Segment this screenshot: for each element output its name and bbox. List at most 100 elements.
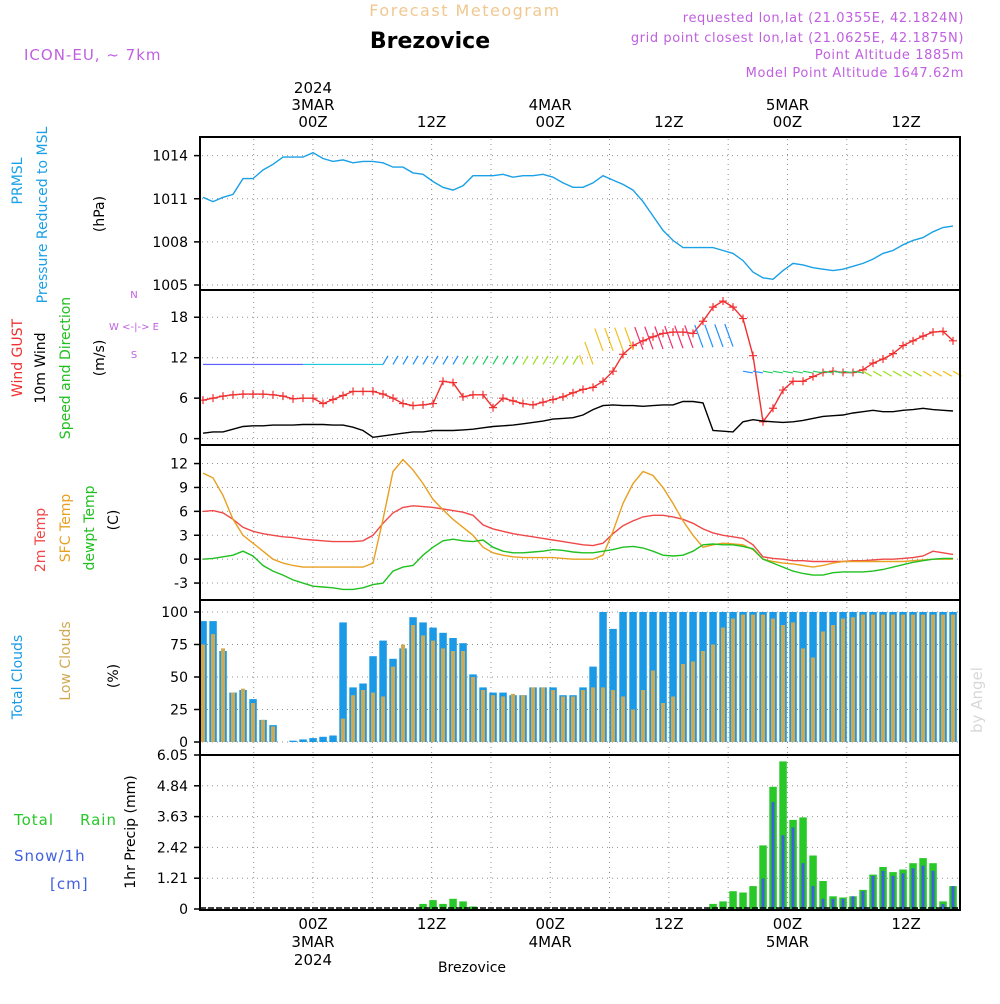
gust-point: [539, 398, 547, 407]
clouds-bar: [711, 644, 715, 742]
wind-direction-arrow: [694, 324, 704, 348]
gust-point: [349, 387, 357, 396]
gust-point: [599, 377, 607, 386]
wind-direction-arrow: [782, 370, 793, 374]
clouds-bar: [931, 614, 935, 742]
model-label: ICON-EU, ~ 7km: [24, 46, 162, 64]
sfctemp-label: SFC Temp: [58, 494, 74, 563]
gust-point: [789, 377, 797, 386]
compass-south: S: [131, 350, 137, 361]
gust-point: [779, 386, 787, 395]
clouds-bar: [631, 709, 635, 742]
clouds-bar: [341, 718, 345, 742]
precipitation-bar: [951, 886, 955, 909]
wind-direction-arrow: [802, 370, 813, 374]
wind-ytick-label: 0: [179, 432, 188, 448]
top-time-label: 5MAR: [766, 96, 809, 114]
clouds-bar: [761, 614, 765, 742]
wind-direction-arrow: [492, 355, 499, 365]
temperature-ytick-label: -3: [174, 576, 188, 592]
gust-point: [279, 392, 287, 401]
precipitation-bar: [419, 903, 427, 909]
gust-point: [239, 390, 247, 399]
temperature-ytick-label: 9: [179, 480, 188, 496]
snow-unit-label: [cm]: [50, 875, 89, 893]
precipitation-bar: [749, 886, 757, 909]
gust-point: [869, 359, 877, 368]
gust-point: [319, 399, 327, 408]
mark-layer: [199, 151, 962, 909]
tick-layer: 1005 1008 1011 1014 0 6 12 18 -3 0 3 6 9 12 0 25 50 75 100…: [152, 149, 200, 918]
gust-point: [719, 297, 727, 306]
precipitation-bar: [891, 875, 895, 909]
bottom-time-label: 3MAR: [291, 933, 334, 951]
clouds-bar: [811, 657, 815, 742]
gust-point: [309, 394, 317, 403]
clouds-bar: [231, 692, 235, 742]
gust-point: [769, 404, 777, 413]
temperature-ytick-label: 6: [179, 504, 188, 520]
clouds-bar: [751, 614, 755, 742]
wind-direction-arrow: [882, 370, 892, 377]
clouds-bar: [701, 651, 705, 742]
clouds-bar: [731, 618, 735, 742]
gust-point: [879, 355, 887, 364]
precipitation-bar: [729, 891, 737, 909]
bottom-time-label: 00Z: [536, 915, 565, 933]
gust-point: [739, 314, 747, 323]
precipitation-ytick-label: 0: [179, 902, 188, 918]
gust-point: [939, 327, 947, 336]
wind-direction-arrow: [742, 370, 753, 374]
clouds-ytick-label: 0: [179, 735, 188, 751]
clouds-bar: [371, 692, 375, 742]
precipitation-bar: [709, 903, 717, 909]
wind-direction-arrow: [862, 370, 872, 377]
precip-unit: 1hr Precip (mm): [123, 775, 139, 888]
wind-direction-arrow: [614, 327, 624, 351]
clouds-bar: [741, 614, 745, 742]
clouds-bar: [791, 622, 795, 742]
wind-direction-arrow: [432, 355, 439, 365]
gust-point: [229, 390, 237, 399]
requested-point: requested lon,lat (21.0355E, 42.1824N): [683, 11, 964, 26]
gust-point: [499, 394, 507, 403]
wind-direction-arrow: [412, 355, 419, 365]
wind-direction-arrow: [704, 324, 714, 348]
wind-direction-arrow: [382, 355, 389, 365]
wind-direction-arrow: [392, 355, 399, 365]
gust-point: [339, 391, 347, 400]
clouds-bar: [541, 687, 545, 742]
clouds-bar: [561, 696, 565, 742]
gust-point: [359, 387, 367, 396]
gust-point: [609, 367, 617, 376]
bottom-time-label: 4MAR: [529, 933, 572, 951]
pressure-ytick-label: 1014: [152, 149, 188, 165]
temperature-ytick-label: 12: [170, 457, 188, 473]
wind-direction-arrow: [772, 370, 783, 374]
precipitation-bar: [429, 900, 437, 909]
precipitation-bar: [771, 802, 775, 909]
precipitation-bar: [449, 898, 457, 909]
wind-series-line: [202, 400, 954, 439]
wind-direction-arrow: [714, 324, 724, 348]
temp-unit: (C): [106, 510, 122, 531]
clouds-bar: [481, 690, 485, 742]
clouds-ytick-label: 75: [170, 638, 188, 654]
clouds-bar: [441, 648, 445, 742]
clouds-bar: [451, 651, 455, 742]
clouds-bar: [221, 648, 225, 742]
wind-direction-arrow: [452, 355, 459, 365]
precipitation-bar: [761, 878, 765, 909]
gust-point: [409, 401, 417, 410]
wind-direction-arrow: [604, 327, 614, 351]
clouds-bar: [681, 664, 685, 742]
gust-point: [949, 336, 957, 345]
gust-point: [379, 390, 387, 399]
wind-direction-arrow: [812, 370, 823, 374]
gust-point: [419, 400, 427, 409]
precipitation-bar: [719, 901, 727, 909]
gust-label: Wind GUST: [10, 318, 26, 397]
clouds-ytick-label: 50: [170, 670, 188, 686]
precipitation-bar: [739, 892, 747, 909]
